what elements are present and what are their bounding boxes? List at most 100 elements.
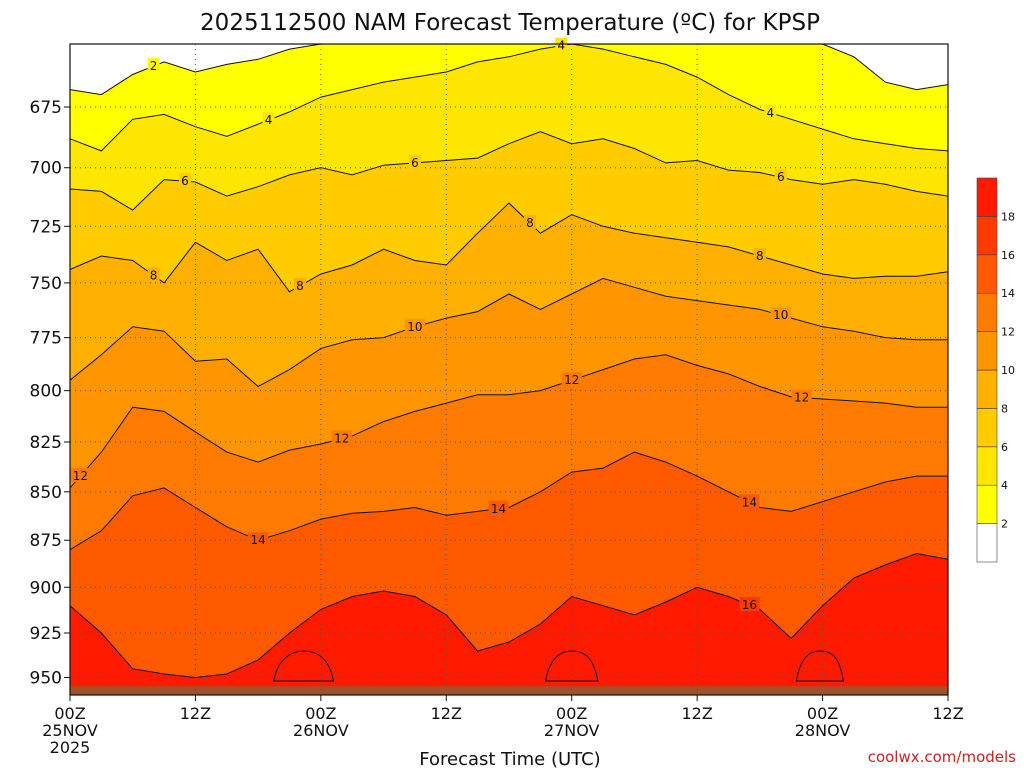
isotherm-label-14: 14 bbox=[742, 495, 757, 509]
temperature-band-below-2 bbox=[70, 44, 948, 95]
isotherm-label-16: 16 bbox=[742, 598, 757, 612]
temperature-band-below-4 bbox=[70, 44, 948, 151]
colorbar-label: 4 bbox=[1001, 479, 1008, 492]
y-tick-label: 825 bbox=[30, 433, 62, 453]
warm-cell-2 bbox=[544, 650, 599, 682]
warm-cell-1 bbox=[273, 650, 334, 682]
isotherm-label-bg bbox=[147, 58, 160, 73]
isotherm-10 bbox=[69, 277, 948, 388]
isotherm-label-bg bbox=[770, 307, 791, 322]
x-tick-label: 12Z bbox=[180, 704, 211, 723]
colorbar-swatch bbox=[976, 216, 998, 256]
colorbar-swatch bbox=[976, 484, 998, 524]
isotherm-label-bg bbox=[739, 494, 760, 509]
x-tick-date: 26NOV bbox=[293, 721, 349, 740]
isotherm-label-bg bbox=[739, 597, 760, 612]
isotherm-label-12: 12 bbox=[334, 432, 349, 446]
isotherm-label-12: 12 bbox=[794, 391, 809, 405]
colorbar-label: 16 bbox=[1001, 249, 1015, 262]
colorbar-swatch bbox=[976, 523, 998, 563]
isotherm-label-bg bbox=[248, 532, 269, 547]
isotherm-label-8: 8 bbox=[526, 216, 534, 230]
x-tick-label: 12Z bbox=[932, 704, 963, 723]
isotherm-label-bg bbox=[488, 500, 509, 515]
isotherm-8 bbox=[69, 202, 949, 293]
isotherm-label-14: 14 bbox=[251, 533, 266, 547]
isotherm-16 bbox=[69, 552, 949, 679]
isotherm-label-8: 8 bbox=[756, 249, 764, 263]
colorbar-label: 10 bbox=[1001, 364, 1015, 377]
isotherm-label-6: 6 bbox=[181, 174, 189, 188]
credit-text[interactable]: coolwx.com/models bbox=[868, 748, 1016, 766]
isotherm-label-6: 6 bbox=[777, 170, 785, 184]
isotherm-label-bg bbox=[331, 430, 352, 445]
colorbar-label: 14 bbox=[1001, 287, 1015, 300]
x-tick-date: 27NOV bbox=[544, 721, 600, 740]
isotherm-14 bbox=[69, 451, 948, 551]
x-tick-label: 12Z bbox=[431, 704, 462, 723]
y-tick-label: 700 bbox=[30, 159, 62, 179]
isotherm-label-12: 12 bbox=[564, 373, 579, 387]
isotherm-label-bg bbox=[147, 267, 160, 282]
y-tick-label: 775 bbox=[30, 329, 62, 349]
colorbar-swatch bbox=[976, 254, 998, 294]
y-tick-label: 900 bbox=[30, 578, 62, 598]
x-axis-label: Forecast Time (UTC) bbox=[419, 749, 600, 768]
colorbar-label: 18 bbox=[1001, 210, 1015, 223]
isotherm-label-bg bbox=[764, 104, 777, 119]
x-tick-date: 25NOV bbox=[42, 721, 98, 740]
isotherm-label-8: 8 bbox=[296, 279, 304, 293]
y-tick-label: 875 bbox=[30, 531, 62, 551]
x-tick-label: 12Z bbox=[681, 704, 712, 723]
y-tick-label: 850 bbox=[30, 483, 62, 503]
isotherm-label-bg bbox=[774, 169, 787, 184]
isotherm-label-bg bbox=[555, 37, 568, 52]
x-tick-date: 28NOV bbox=[795, 721, 851, 740]
isotherm-label-2: 2 bbox=[150, 59, 158, 73]
y-tick-label: 675 bbox=[30, 98, 62, 118]
isotherm-6 bbox=[69, 131, 949, 211]
colorbar-swatch bbox=[976, 369, 998, 409]
x-tick-label: 00Z bbox=[556, 704, 587, 723]
isotherm-label-bg bbox=[262, 112, 275, 127]
chart-title: 2025112500 NAM Forecast Temperature (ºC)… bbox=[200, 10, 820, 36]
colorbar-swatch bbox=[976, 292, 998, 332]
isotherm-label-12: 12 bbox=[73, 469, 88, 483]
isotherm-label-8: 8 bbox=[150, 268, 158, 282]
x-tick-label: 00Z bbox=[54, 704, 85, 723]
x-tick-label: 00Z bbox=[305, 704, 336, 723]
y-tick-label: 800 bbox=[30, 382, 62, 402]
y-tick-label: 950 bbox=[30, 669, 62, 689]
isotherm-label-6: 6 bbox=[411, 156, 419, 170]
plot-frame bbox=[69, 43, 949, 696]
colorbar-swatch bbox=[976, 331, 998, 371]
isotherm-label-14: 14 bbox=[491, 502, 506, 516]
isotherm-label-bg bbox=[70, 468, 91, 483]
isotherm-label-bg bbox=[523, 215, 536, 230]
isotherm-label-4: 4 bbox=[265, 113, 273, 127]
y-tick-label: 725 bbox=[30, 217, 62, 237]
warm-cell-3 bbox=[795, 650, 845, 682]
isotherm-label-bg bbox=[293, 277, 306, 292]
colorbar-label: 12 bbox=[1001, 326, 1015, 339]
isotherm-label-bg bbox=[791, 389, 812, 404]
isotherm-label-bg bbox=[178, 173, 191, 188]
ground-surface bbox=[70, 686, 948, 695]
isotherm-label-bg bbox=[561, 372, 582, 387]
colorbar-label: 8 bbox=[1001, 402, 1008, 415]
isotherm-label-4: 4 bbox=[766, 106, 774, 120]
colorbar-swatch bbox=[976, 177, 998, 217]
x-tick-year: 2025 bbox=[50, 738, 91, 757]
colorbar-swatch bbox=[976, 446, 998, 486]
colorbar-swatch bbox=[976, 408, 998, 448]
y-tick-label: 925 bbox=[30, 624, 62, 644]
x-tick-label: 00Z bbox=[807, 704, 838, 723]
isotherm-label-bg bbox=[753, 247, 766, 262]
isotherm-label-4: 4 bbox=[557, 39, 565, 53]
colorbar-label: 2 bbox=[1001, 518, 1008, 531]
y-tick-label: 750 bbox=[30, 274, 62, 294]
isotherm-label-10: 10 bbox=[773, 308, 788, 322]
isotherm-label-bg bbox=[404, 318, 425, 333]
colorbar-label: 6 bbox=[1001, 441, 1008, 454]
